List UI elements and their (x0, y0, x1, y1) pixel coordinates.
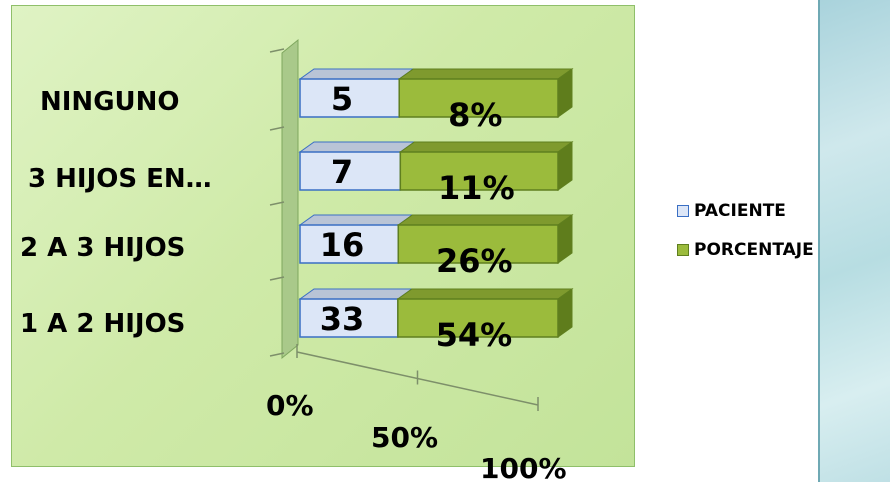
data-label-paciente: 16 (320, 226, 365, 264)
bar-porcentaje-top (396, 288, 574, 300)
bar-porcentaje-top (397, 68, 574, 80)
data-label-paciente: 5 (331, 80, 353, 118)
data-label-porcentaje: 26% (436, 242, 513, 280)
x-tick-label: 50% (371, 421, 438, 454)
category-label: NINGUNO (40, 87, 180, 117)
x-tick-label: 100% (480, 452, 567, 482)
bar-paciente-top (298, 141, 416, 153)
background-panel (818, 0, 890, 482)
legend-item-paciente: PACIENTE (677, 197, 814, 225)
bar-porcentaje (397, 298, 559, 338)
legend-label-porcentaje: PORCENTAJE (694, 240, 814, 260)
bar-porcentaje-side (557, 214, 573, 264)
bar-porcentaje-top (398, 141, 574, 153)
category-label: 1 A 2 HIJOS (20, 309, 185, 339)
bar-porcentaje-side (557, 141, 573, 191)
bar-porcentaje (397, 224, 559, 264)
y-axis-tick (269, 201, 285, 206)
category-label: 3 HIJOS EN… (28, 164, 212, 194)
bar-porcentaje (399, 151, 559, 191)
legend-item-porcentaje: PORCENTAJE (677, 236, 814, 264)
back-wall (281, 38, 299, 360)
legend: PACIENTE PORCENTAJE (677, 197, 814, 275)
bar-paciente (299, 224, 400, 264)
y-axis-tick (269, 352, 285, 357)
y-axis-tick (269, 48, 285, 53)
data-label-porcentaje: 54% (436, 316, 513, 354)
category-label: 2 A 3 HIJOS (20, 233, 185, 263)
bar-porcentaje-top (396, 214, 574, 226)
bar-paciente-top (298, 288, 414, 300)
bar-paciente-top (298, 68, 415, 80)
bar-paciente-top (298, 214, 414, 226)
data-label-porcentaje: 8% (448, 96, 502, 134)
bar-paciente (299, 78, 400, 118)
data-label-porcentaje: 11% (438, 169, 515, 207)
data-label-paciente: 33 (320, 300, 365, 338)
legend-swatch-porcentaje (677, 244, 689, 256)
bar-paciente (299, 151, 402, 191)
bar-porcentaje-side (557, 288, 573, 338)
x-tick-label: 0% (266, 389, 314, 422)
data-label-paciente: 7 (331, 153, 353, 191)
y-axis-tick (269, 126, 285, 131)
legend-swatch-paciente (677, 205, 689, 217)
bar-porcentaje-side (557, 68, 573, 118)
legend-label-paciente: PACIENTE (694, 201, 786, 221)
y-axis-tick (269, 276, 285, 281)
bar-paciente (299, 298, 399, 338)
